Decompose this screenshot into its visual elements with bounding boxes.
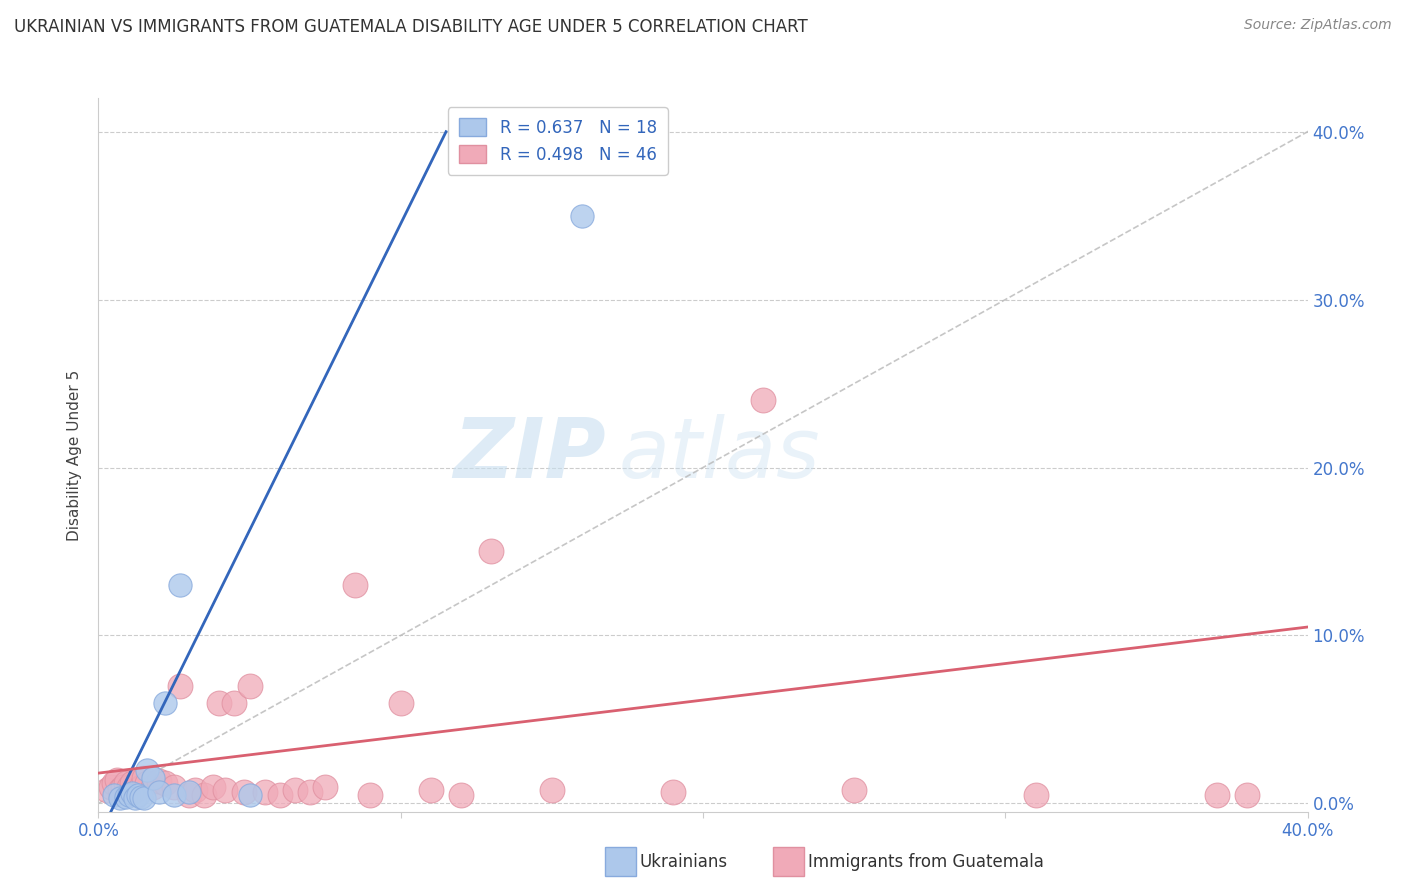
Text: atlas: atlas: [619, 415, 820, 495]
Text: Source: ZipAtlas.com: Source: ZipAtlas.com: [1244, 18, 1392, 32]
Point: [179, 784, 201, 798]
Point: [1236, 788, 1258, 802]
Point: [214, 783, 236, 797]
Point: [232, 784, 254, 798]
Text: UKRAINIAN VS IMMIGRANTS FROM GUATEMALA DISABILITY AGE UNDER 5 CORRELATION CHART: UKRAINIAN VS IMMIGRANTS FROM GUATEMALA D…: [14, 18, 808, 36]
Point: [121, 786, 143, 800]
Point: [105, 772, 128, 787]
Point: [184, 783, 207, 797]
Point: [253, 784, 276, 798]
Point: [111, 780, 134, 794]
Point: [344, 578, 367, 592]
Point: [142, 780, 165, 794]
Point: [127, 774, 149, 789]
Point: [129, 780, 152, 794]
Point: [299, 784, 322, 798]
Point: [129, 789, 152, 804]
Point: [114, 789, 136, 804]
Point: [208, 696, 231, 710]
Point: [124, 783, 146, 797]
Point: [269, 788, 291, 802]
Point: [571, 209, 593, 223]
Point: [135, 763, 157, 777]
Point: [420, 783, 443, 797]
Point: [314, 780, 336, 794]
Point: [142, 771, 165, 785]
Point: [239, 788, 262, 802]
Point: [100, 780, 122, 794]
Point: [540, 783, 562, 797]
Text: Immigrants from Guatemala: Immigrants from Guatemala: [808, 853, 1045, 871]
Point: [108, 791, 131, 805]
Point: [202, 780, 225, 794]
Point: [114, 776, 136, 790]
Point: [118, 788, 141, 802]
Point: [844, 783, 866, 797]
Point: [481, 544, 503, 558]
Point: [108, 783, 131, 797]
Point: [103, 776, 125, 790]
Y-axis label: Disability Age Under 5: Disability Age Under 5: [67, 369, 83, 541]
Point: [193, 788, 215, 802]
Point: [121, 776, 143, 790]
Point: [153, 696, 176, 710]
Point: [124, 791, 146, 805]
Point: [96, 783, 118, 797]
Point: [662, 784, 685, 798]
Point: [153, 776, 176, 790]
Point: [169, 679, 191, 693]
Point: [148, 774, 170, 789]
Point: [450, 788, 472, 802]
Point: [752, 393, 775, 408]
Point: [163, 780, 186, 794]
Point: [360, 788, 382, 802]
Point: [1206, 788, 1229, 802]
Point: [239, 679, 262, 693]
Point: [389, 696, 412, 710]
Point: [132, 771, 155, 785]
Point: [132, 791, 155, 805]
Point: [103, 788, 125, 802]
Point: [224, 696, 246, 710]
Point: [179, 788, 201, 802]
Point: [284, 783, 307, 797]
Point: [169, 578, 191, 592]
Text: ZIP: ZIP: [454, 415, 606, 495]
Point: [135, 776, 157, 790]
Point: [148, 784, 170, 798]
Point: [1024, 788, 1046, 802]
Legend: R = 0.637   N = 18, R = 0.498   N = 46: R = 0.637 N = 18, R = 0.498 N = 46: [447, 107, 668, 175]
Point: [163, 788, 186, 802]
Point: [118, 780, 141, 794]
Point: [127, 788, 149, 802]
Text: Ukrainians: Ukrainians: [640, 853, 728, 871]
